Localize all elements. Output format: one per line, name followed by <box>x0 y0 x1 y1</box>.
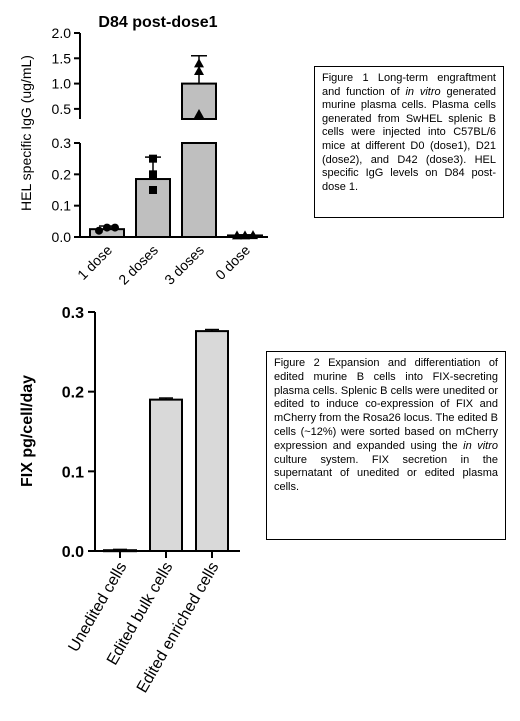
data-point <box>95 226 103 235</box>
y-tick-label: 0.3 <box>62 305 84 322</box>
y-tick-label: 1.0 <box>52 76 72 92</box>
data-point <box>232 230 242 240</box>
bar <box>149 398 183 552</box>
y-tick-label: 0.5 <box>52 101 72 117</box>
data-point <box>149 186 157 194</box>
data-point <box>194 58 204 68</box>
y-tick-label: 0.1 <box>62 464 84 481</box>
figure2-caption-italic: in vitro <box>463 439 498 452</box>
y-tick-label: 2.0 <box>52 25 72 41</box>
figure2-caption-text-end: culture system. FIX secretion in the sup… <box>274 453 498 494</box>
y-tick-label: 0.0 <box>62 544 84 561</box>
figure1-caption-text-end: generated murine plasma cells. Plasma ce… <box>322 85 496 193</box>
y-tick-label: 1.5 <box>52 50 72 66</box>
figure2-caption: Figure 2 Expansion and differentiation o… <box>266 351 506 540</box>
data-point <box>248 230 258 240</box>
bar <box>181 82 217 120</box>
chart2-y-label: FIX pg/cell/day <box>19 375 36 487</box>
chart-hel-igg: D84 post-dose1 HEL specific IgG (ug/mL) … <box>18 14 268 288</box>
data-point <box>194 108 204 118</box>
y-tick-label: 0.2 <box>52 166 72 182</box>
data-point <box>149 154 157 163</box>
chart1-title: D84 post-dose1 <box>98 14 217 31</box>
chart1-y-label: HEL specific IgG (ug/mL) <box>18 55 34 211</box>
bar <box>195 330 229 552</box>
y-tick-label: 0.2 <box>62 385 84 402</box>
x-tick-label: Edited enriched cells <box>134 560 223 696</box>
data-point <box>194 65 204 75</box>
y-tick-label: 0.3 <box>52 135 72 151</box>
figure2-caption-text-start: Figure 2 Expansion and differentiation o… <box>274 357 498 452</box>
data-point <box>149 170 157 179</box>
data-point <box>111 223 119 232</box>
figure1-caption: Figure 1 Long-term engraftment and funct… <box>314 66 504 218</box>
data-point <box>240 230 250 240</box>
data-point <box>103 223 111 232</box>
figure1-caption-text-start: Figure 1 Long-term engraftment and funct… <box>322 72 496 98</box>
y-tick-label: 0.0 <box>52 229 72 245</box>
bar <box>181 142 217 238</box>
figure1-caption-italic: in vitro <box>405 85 441 98</box>
y-tick-label: 0.1 <box>52 198 72 214</box>
